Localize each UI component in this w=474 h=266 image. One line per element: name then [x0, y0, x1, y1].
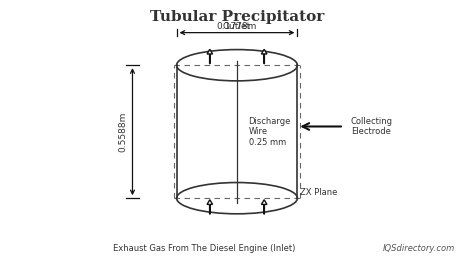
Text: Tubular Precipitator: Tubular Precipitator: [150, 10, 324, 24]
Text: 0.5588m: 0.5588m: [119, 111, 128, 152]
FancyArrow shape: [261, 49, 267, 64]
FancyArrow shape: [261, 200, 267, 214]
Text: Discharge
Wire
0.25 mm: Discharge Wire 0.25 mm: [248, 117, 291, 147]
Text: Collecting
Electrode: Collecting Electrode: [351, 117, 393, 136]
FancyArrow shape: [207, 49, 213, 64]
Text: 0.1778m: 0.1778m: [217, 22, 257, 31]
Text: IQSdirectory.com: IQSdirectory.com: [383, 244, 456, 253]
FancyArrow shape: [207, 200, 213, 214]
Text: Exhaust Gas From The Diesel Engine (Inlet): Exhaust Gas From The Diesel Engine (Inle…: [113, 244, 296, 253]
Text: Outlet: Outlet: [223, 22, 251, 31]
Text: ZX Plane: ZX Plane: [300, 188, 337, 197]
